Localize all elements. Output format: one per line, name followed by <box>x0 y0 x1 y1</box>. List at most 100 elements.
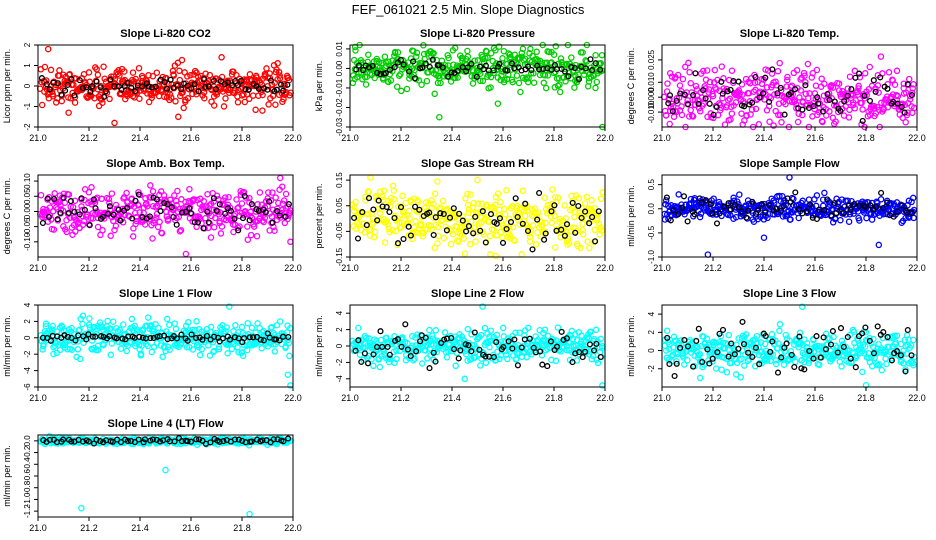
data-point <box>440 234 448 242</box>
data-point <box>236 223 243 230</box>
x-tick-label: 22.0 <box>596 393 614 403</box>
data-point <box>350 72 357 79</box>
data-point <box>726 95 734 103</box>
reference-point <box>391 214 398 222</box>
data-point <box>866 63 874 71</box>
x-tick-label: 21.8 <box>545 133 563 143</box>
data-point <box>163 315 171 323</box>
data-point <box>104 317 111 325</box>
data-point <box>498 72 505 79</box>
x-tick-label: 22.0 <box>908 393 926 403</box>
x-tick-label: 21.0 <box>29 133 47 143</box>
reference-point <box>586 341 593 348</box>
reference-point <box>569 199 576 206</box>
reference-point <box>266 198 273 205</box>
data-point <box>766 118 773 125</box>
reference-point <box>248 201 255 208</box>
data-point <box>394 49 402 56</box>
x-tick-label: 21.6 <box>182 263 200 273</box>
data-point <box>371 74 378 82</box>
reference-point <box>565 73 572 80</box>
reference-point <box>487 211 495 218</box>
reference-point <box>164 201 171 208</box>
data-point <box>355 324 362 332</box>
data-point <box>772 78 779 85</box>
data-point <box>872 110 880 117</box>
reference-point <box>365 195 373 202</box>
data-point <box>521 212 529 220</box>
reference-point <box>536 189 543 197</box>
reference-point <box>426 209 433 216</box>
data-point <box>352 198 359 206</box>
y-tick-label: 2 <box>23 319 32 324</box>
data-point <box>579 231 587 238</box>
data-point <box>494 190 502 197</box>
reference-point <box>468 60 475 67</box>
reference-point <box>496 60 503 67</box>
data-point <box>128 315 136 323</box>
x-tick-label: 22.0 <box>284 393 302 403</box>
x-tick-label: 21.0 <box>29 393 47 403</box>
data-point <box>423 77 431 85</box>
data-point <box>545 48 553 56</box>
reference-point <box>499 239 507 246</box>
data-point <box>387 77 395 84</box>
reference-point <box>587 56 594 63</box>
reference-point <box>354 235 362 242</box>
reference-point <box>153 196 160 203</box>
reference-point <box>702 95 709 102</box>
reference-point <box>551 202 558 209</box>
reference-point <box>588 67 596 74</box>
plot-frame <box>37 174 294 258</box>
reference-point <box>97 84 104 91</box>
reference-point <box>781 111 788 118</box>
reference-point <box>188 85 195 92</box>
data-point <box>788 82 796 89</box>
data-point <box>718 63 726 70</box>
plot-frame <box>661 44 918 128</box>
data-point <box>78 504 85 512</box>
data-point <box>79 320 86 328</box>
data-point <box>472 238 479 245</box>
data-point <box>685 59 692 67</box>
reference-point <box>548 208 555 215</box>
data-point <box>579 49 586 56</box>
data-point <box>697 108 704 115</box>
data-point <box>107 351 115 359</box>
data-point <box>709 92 717 100</box>
data-point <box>287 238 294 246</box>
reference-point <box>163 85 171 92</box>
x-tick-label: 21.0 <box>653 133 671 143</box>
reference-point <box>400 235 407 243</box>
reference-point <box>872 88 879 95</box>
data-point <box>464 325 472 333</box>
data-point <box>666 69 674 77</box>
data-point <box>123 347 130 355</box>
reference-point <box>774 369 782 376</box>
reference-point <box>813 333 820 340</box>
data-point <box>797 87 805 94</box>
data-point <box>152 204 159 211</box>
data-point <box>455 238 462 245</box>
data-point <box>592 51 599 59</box>
data-point <box>509 223 517 231</box>
data-point <box>100 63 107 70</box>
data-point <box>52 99 60 106</box>
reference-point <box>739 318 746 325</box>
data-point <box>770 122 777 129</box>
data-point <box>240 212 248 219</box>
data-point <box>144 314 152 321</box>
reference-point <box>374 69 381 76</box>
data-point <box>231 87 238 94</box>
chart-title: Slope Line 2 Flow <box>431 288 524 300</box>
reference-point <box>866 97 874 104</box>
reference-point <box>719 90 726 97</box>
data-point <box>739 91 746 98</box>
data-point <box>902 118 909 126</box>
chart-title: Slope Sample Flow <box>739 158 840 170</box>
reference-point <box>874 323 881 330</box>
reference-point <box>51 195 58 203</box>
data-point <box>109 318 117 325</box>
reference-point <box>138 83 145 90</box>
data-point <box>383 217 391 225</box>
